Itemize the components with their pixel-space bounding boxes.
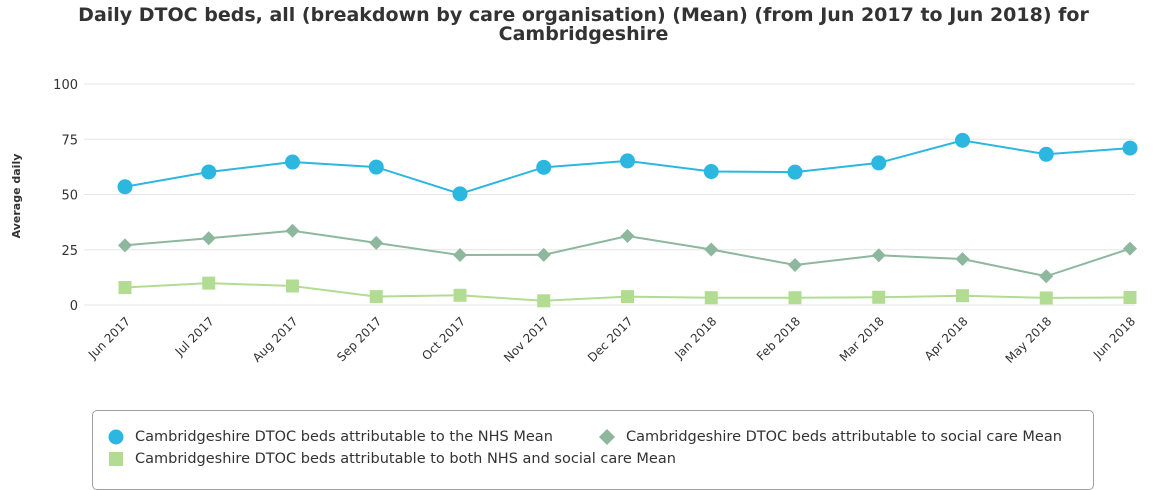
data-point[interactable] — [536, 247, 551, 262]
data-point[interactable] — [872, 290, 886, 304]
data-point[interactable] — [201, 231, 216, 246]
gridlines — [84, 83, 1135, 306]
data-point[interactable] — [536, 159, 552, 175]
data-point[interactable] — [703, 164, 719, 180]
data-point[interactable] — [871, 155, 887, 171]
data-point[interactable] — [788, 291, 802, 305]
legend-label-nhs: Cambridgeshire DTOC beds attributable to… — [135, 429, 553, 445]
legend: Cambridgeshire DTOC beds attributable to… — [92, 410, 1094, 490]
circle-marker-icon — [105, 428, 127, 446]
x-tick-label: Jan 2018 — [671, 314, 719, 362]
x-tick-label: Sep 2017 — [334, 314, 384, 364]
diamond-marker-icon — [596, 428, 618, 446]
data-point[interactable] — [202, 276, 216, 290]
x-tick-label: Aug 2017 — [250, 314, 301, 365]
data-point[interactable] — [285, 223, 300, 238]
data-point[interactable] — [452, 186, 468, 202]
square-marker-icon — [105, 450, 127, 468]
y-axis-label: Average daily — [10, 154, 23, 239]
data-point[interactable] — [621, 290, 634, 304]
data-point[interactable] — [453, 248, 467, 263]
x-tick-label: Oct 2017 — [419, 314, 468, 363]
x-tick-label: Nov 2017 — [501, 314, 552, 365]
data-point[interactable] — [1039, 291, 1053, 305]
data-point[interactable] — [285, 154, 300, 170]
data-point[interactable] — [955, 252, 970, 267]
data-point[interactable] — [956, 289, 969, 303]
legend-item-both[interactable]: Cambridgeshire DTOC beds attributable to… — [105, 450, 676, 468]
data-point[interactable] — [871, 248, 886, 263]
data-point[interactable] — [537, 294, 551, 308]
y-tick-label: 50 — [61, 189, 78, 204]
x-tick-label: Jul 2017 — [172, 314, 217, 359]
data-point[interactable] — [369, 235, 384, 250]
data-point[interactable] — [620, 153, 635, 169]
y-tick-label: 25 — [61, 244, 78, 259]
legend-item-social-care[interactable]: Cambridgeshire DTOC beds attributable to… — [596, 428, 1062, 446]
y-tick-label: 75 — [61, 133, 78, 148]
series-circle — [117, 132, 1138, 202]
data-point[interactable] — [704, 291, 718, 305]
data-point[interactable] — [788, 257, 802, 272]
x-tick-label: May 2018 — [1003, 314, 1055, 366]
chart-title-line-1: Daily DTOC beds, all (breakdown by care … — [78, 4, 1089, 26]
chart-title-line-2: Cambridgeshire — [498, 23, 669, 45]
x-tick-label: Jun 2017 — [85, 314, 133, 362]
data-point[interactable] — [453, 288, 467, 302]
data-point[interactable] — [787, 164, 803, 180]
data-point[interactable] — [1122, 140, 1138, 156]
x-tick-label: Feb 2018 — [754, 314, 803, 363]
x-tick-label: Apr 2018 — [922, 314, 971, 363]
data-point[interactable] — [286, 279, 299, 293]
y-tick-label: 0 — [70, 299, 78, 314]
x-axis-ticks: Jun 2017 Jul 2017 Aug 2017 Sep 2017 Oct 2017… — [85, 314, 1138, 366]
data-point[interactable] — [1039, 269, 1054, 284]
data-point[interactable] — [1123, 241, 1137, 256]
x-tick-label: Dec 2017 — [585, 314, 636, 365]
legend-item-nhs[interactable]: Cambridgeshire DTOC beds attributable to… — [105, 428, 553, 446]
data-point[interactable] — [1123, 290, 1137, 304]
data-point[interactable] — [1038, 146, 1054, 162]
data-point[interactable] — [118, 238, 132, 253]
x-tick-label: Jun 2018 — [1090, 314, 1138, 362]
data-point[interactable] — [118, 281, 132, 295]
data-point[interactable] — [201, 164, 217, 180]
data-point[interactable] — [704, 242, 719, 257]
y-tick-label: 100 — [53, 78, 78, 93]
series-diamond — [118, 223, 1137, 284]
data-point[interactable] — [368, 159, 384, 175]
series — [117, 132, 1138, 308]
chart-title: Daily DTOC beds, all (breakdown by care … — [0, 6, 1167, 44]
data-point[interactable] — [117, 179, 133, 195]
series-square — [118, 276, 1137, 308]
data-point[interactable] — [955, 132, 970, 148]
x-tick-label: Mar 2018 — [837, 314, 887, 364]
data-point[interactable] — [620, 229, 635, 244]
legend-label-social-care: Cambridgeshire DTOC beds attributable to… — [626, 429, 1062, 445]
legend-label-both: Cambridgeshire DTOC beds attributable to… — [135, 451, 676, 467]
data-point[interactable] — [369, 290, 383, 304]
y-axis-ticks: 0 25 50 75 100 — [53, 78, 78, 314]
line-chart: 0 25 50 75 100 Average daily Jun 2017 Jul 201… — [10, 78, 1138, 366]
